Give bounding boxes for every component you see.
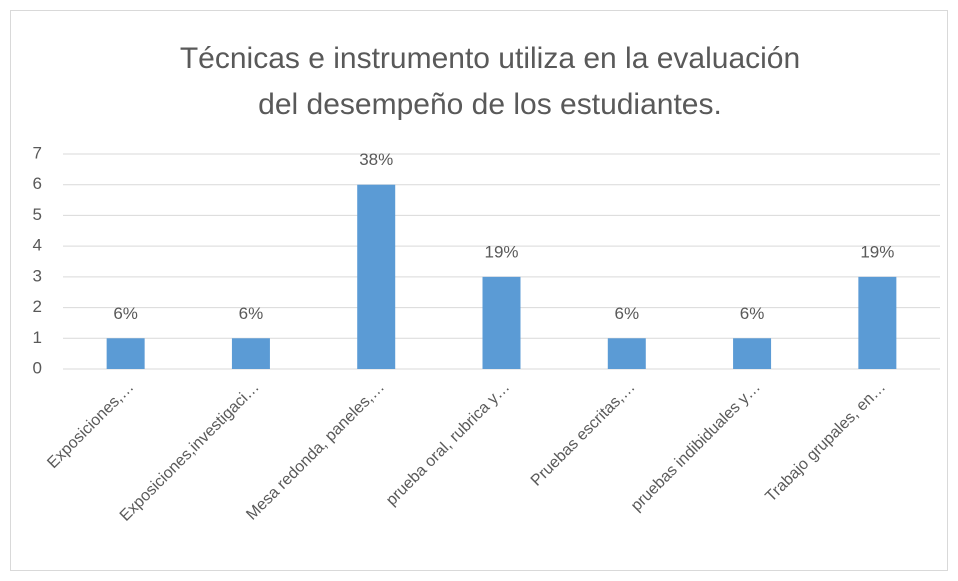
chart-border — [10, 10, 948, 571]
y-tick-label: 4 — [33, 236, 42, 255]
y-tick-label: 7 — [33, 143, 42, 162]
bar — [733, 338, 772, 369]
y-tick-label: 1 — [33, 328, 42, 347]
bar — [106, 338, 145, 369]
data-label: 38% — [359, 150, 393, 169]
bar — [858, 276, 897, 369]
y-tick-label: 6 — [33, 174, 42, 193]
data-label: 6% — [113, 304, 138, 323]
y-tick-label: 3 — [33, 266, 42, 285]
bar — [357, 184, 396, 369]
y-tick-label: 2 — [33, 297, 42, 316]
bar — [231, 338, 270, 369]
data-label: 6% — [239, 304, 264, 323]
chart-title: del desempeño de los estudiantes. — [258, 88, 722, 121]
chart-title: Técnicas e instrumento utiliza en la eva… — [180, 42, 800, 75]
y-tick-label: 5 — [33, 205, 42, 224]
data-label: 19% — [484, 242, 518, 261]
bar — [482, 276, 521, 369]
data-label: 6% — [614, 304, 639, 323]
data-label: 6% — [740, 304, 765, 323]
data-label: 19% — [860, 242, 894, 261]
bar — [607, 338, 646, 369]
y-tick-label: 0 — [33, 358, 42, 377]
